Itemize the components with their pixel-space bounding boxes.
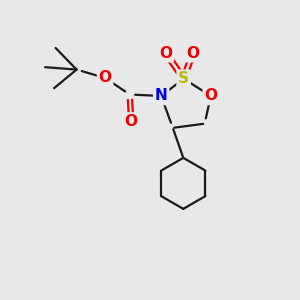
Text: O: O (186, 46, 199, 61)
Text: O: O (204, 88, 217, 104)
Text: N: N (155, 88, 168, 104)
Text: O: O (99, 70, 112, 86)
Text: S: S (178, 71, 189, 86)
Text: O: O (125, 114, 138, 129)
Text: O: O (159, 46, 172, 61)
